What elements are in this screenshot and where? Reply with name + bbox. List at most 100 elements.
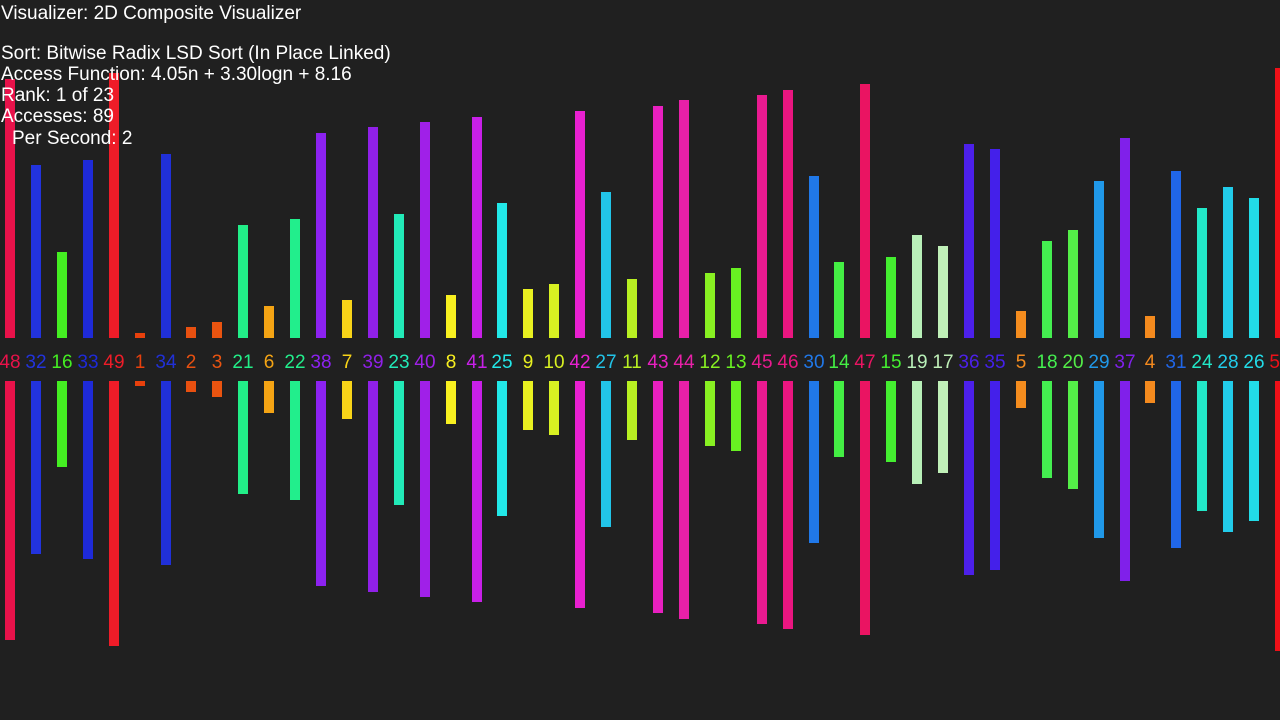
bar-value-label-35: 19 bbox=[906, 352, 928, 373]
bar-value-label-38: 35 bbox=[984, 352, 1006, 373]
bar-lower-45 bbox=[1171, 381, 1181, 548]
bar-lower-35 bbox=[912, 381, 922, 484]
bar-upper-17 bbox=[446, 295, 456, 338]
bar-upper-39 bbox=[1016, 311, 1026, 338]
bar-upper-0 bbox=[5, 79, 15, 338]
bar-lower-41 bbox=[1068, 381, 1078, 489]
bar-lower-22 bbox=[575, 381, 585, 608]
bar-value-label-30: 46 bbox=[777, 352, 799, 373]
bar-lower-18 bbox=[472, 381, 482, 602]
bar-lower-19 bbox=[497, 381, 507, 516]
bar-upper-8 bbox=[212, 322, 222, 338]
bar-upper-3 bbox=[83, 160, 93, 338]
bar-value-label-1: 32 bbox=[25, 352, 47, 373]
bar-upper-49 bbox=[1275, 68, 1280, 338]
bar-upper-43 bbox=[1120, 138, 1130, 338]
bar-upper-28 bbox=[731, 268, 741, 338]
bar-upper-2 bbox=[57, 252, 67, 338]
bar-value-label-49: 50 bbox=[1269, 352, 1280, 373]
bar-value-label-19: 25 bbox=[491, 352, 513, 373]
bar-lower-1 bbox=[31, 381, 41, 554]
bar-value-label-23: 27 bbox=[595, 352, 617, 373]
bar-upper-40 bbox=[1042, 241, 1052, 338]
bar-lower-5 bbox=[135, 381, 145, 386]
sort-label: Sort: Bitwise Radix LSD Sort (In Place L… bbox=[1, 43, 391, 64]
bar-lower-23 bbox=[601, 381, 611, 527]
bar-lower-29 bbox=[757, 381, 767, 624]
bar-lower-25 bbox=[653, 381, 663, 613]
bar-value-label-39: 5 bbox=[1015, 352, 1027, 373]
bar-value-label-32: 14 bbox=[828, 352, 850, 373]
bar-value-label-14: 39 bbox=[362, 352, 384, 373]
bar-value-label-45: 31 bbox=[1165, 352, 1187, 373]
bar-lower-24 bbox=[627, 381, 637, 440]
bar-upper-45 bbox=[1171, 171, 1181, 338]
bar-upper-34 bbox=[886, 257, 896, 338]
bar-upper-13 bbox=[342, 300, 352, 338]
bar-value-label-8: 3 bbox=[211, 352, 223, 373]
bar-lower-21 bbox=[549, 381, 559, 435]
bar-upper-30 bbox=[783, 90, 793, 338]
bar-value-label-43: 37 bbox=[1114, 352, 1136, 373]
bar-value-label-34: 15 bbox=[880, 352, 902, 373]
bar-upper-11 bbox=[290, 219, 300, 338]
bar-lower-47 bbox=[1223, 381, 1233, 532]
bar-upper-36 bbox=[938, 246, 948, 338]
bar-value-label-10: 6 bbox=[263, 352, 275, 373]
bar-value-label-6: 34 bbox=[155, 352, 177, 373]
bar-upper-42 bbox=[1094, 181, 1104, 338]
bar-lower-36 bbox=[938, 381, 948, 473]
bar-lower-28 bbox=[731, 381, 741, 451]
bar-upper-26 bbox=[679, 100, 689, 338]
bar-lower-27 bbox=[705, 381, 715, 446]
bar-lower-11 bbox=[290, 381, 300, 500]
bar-value-label-18: 41 bbox=[466, 352, 488, 373]
bar-upper-18 bbox=[472, 117, 482, 338]
bar-upper-37 bbox=[964, 144, 974, 338]
bar-upper-22 bbox=[575, 111, 585, 338]
bar-upper-19 bbox=[497, 203, 507, 338]
bar-value-label-7: 2 bbox=[185, 352, 197, 373]
bar-value-label-0: 48 bbox=[0, 352, 21, 373]
bar-value-label-37: 36 bbox=[958, 352, 980, 373]
bar-upper-27 bbox=[705, 273, 715, 338]
bar-value-label-16: 40 bbox=[414, 352, 436, 373]
bar-upper-25 bbox=[653, 106, 663, 338]
bar-upper-48 bbox=[1249, 198, 1259, 338]
bar-upper-44 bbox=[1145, 316, 1155, 338]
bar-value-label-2: 16 bbox=[51, 352, 73, 373]
bar-value-label-15: 23 bbox=[388, 352, 410, 373]
bar-lower-38 bbox=[990, 381, 1000, 570]
bar-value-label-41: 20 bbox=[1062, 352, 1084, 373]
bar-lower-42 bbox=[1094, 381, 1104, 538]
bar-upper-6 bbox=[161, 154, 171, 338]
bar-lower-40 bbox=[1042, 381, 1052, 478]
bar-upper-14 bbox=[368, 127, 378, 338]
bar-value-label-21: 10 bbox=[543, 352, 565, 373]
bar-upper-47 bbox=[1223, 187, 1233, 338]
bar-lower-39 bbox=[1016, 381, 1026, 408]
bar-lower-33 bbox=[860, 381, 870, 635]
bar-lower-12 bbox=[316, 381, 326, 586]
bar-upper-7 bbox=[186, 327, 196, 338]
access-function-label: Access Function: 4.05n + 3.30logn + 8.16 bbox=[1, 64, 352, 85]
bar-upper-4 bbox=[109, 73, 119, 338]
bar-upper-21 bbox=[549, 284, 559, 338]
bar-upper-10 bbox=[264, 306, 274, 338]
bar-value-label-3: 33 bbox=[77, 352, 99, 373]
bar-upper-24 bbox=[627, 279, 637, 338]
bar-value-label-27: 12 bbox=[699, 352, 721, 373]
bar-lower-46 bbox=[1197, 381, 1207, 511]
bar-upper-29 bbox=[757, 95, 767, 338]
bar-value-label-44: 4 bbox=[1144, 352, 1156, 373]
bar-lower-20 bbox=[523, 381, 533, 430]
bar-value-label-9: 21 bbox=[232, 352, 254, 373]
bar-value-label-25: 43 bbox=[647, 352, 669, 373]
bar-upper-33 bbox=[860, 84, 870, 338]
bar-lower-6 bbox=[161, 381, 171, 565]
bar-value-label-28: 13 bbox=[725, 352, 747, 373]
bar-upper-12 bbox=[316, 133, 326, 338]
bar-upper-16 bbox=[420, 122, 430, 338]
bar-value-label-46: 24 bbox=[1191, 352, 1213, 373]
